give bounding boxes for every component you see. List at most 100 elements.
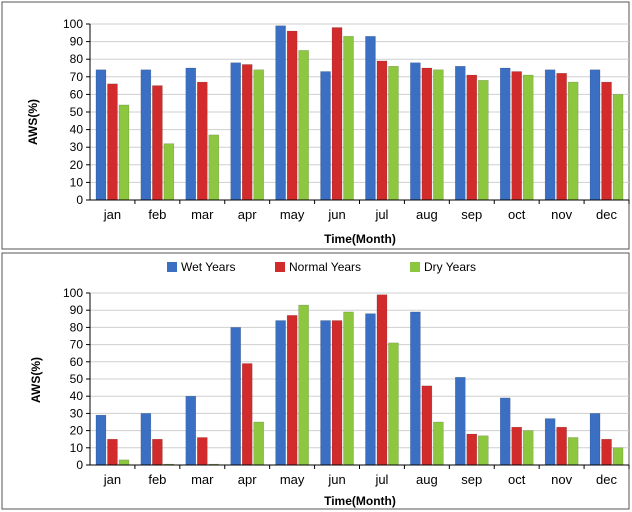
bar-normal-sep (466, 433, 478, 466)
bar-wet-sep (455, 377, 466, 466)
bar-dry-mar (208, 134, 220, 201)
bar-dry-oct (522, 74, 534, 201)
bar-normal-mar (197, 81, 208, 201)
bar-dry-may (298, 304, 309, 466)
y-tick-label: 30 (70, 406, 84, 420)
y-tick-label: 60 (70, 87, 84, 101)
bar-normal-sep (466, 74, 478, 201)
y-tick-label: 50 (70, 372, 84, 386)
x-tick-label-nov: nov (551, 472, 572, 487)
legend-swatch-wet (167, 262, 177, 272)
bar-dry-aug (433, 69, 444, 201)
bar-wet-jun (320, 71, 331, 201)
top-chart: 0 10 20 30 40 50 60 70 80 90 100 jan feb mar apr may ju… (26, 17, 630, 246)
bar-wet-aug (410, 311, 421, 466)
bottom-chart-bars (95, 294, 624, 466)
y-tick-label: 30 (70, 140, 84, 154)
x-tick-label-may: may (280, 472, 305, 487)
bar-wet-dec (589, 413, 601, 466)
bar-normal-jul (376, 60, 388, 201)
bar-wet-oct (499, 67, 511, 201)
x-tick-label-jul: jul (374, 472, 388, 487)
top-chart-y-tick-labels: 0 10 20 30 40 50 60 70 80 90 100 (63, 17, 83, 207)
y-tick-label: 70 (70, 338, 84, 352)
bar-normal-feb (152, 438, 163, 466)
y-tick-label: 40 (70, 389, 84, 403)
legend-label-dry: Dry Years (424, 260, 476, 274)
bar-wet-mar (185, 395, 197, 466)
bar-wet-feb (140, 413, 152, 466)
bar-dry-jan (118, 459, 130, 466)
bar-wet-apr (230, 327, 241, 466)
bottom-chart-x-tick-labels: jan feb mar apr may jun jul aug sep oct nov dec (103, 472, 618, 487)
x-tick-label-apr: apr (238, 207, 257, 222)
bar-normal-nov (556, 426, 567, 466)
bar-dry-nov (567, 81, 579, 201)
bar-normal-oct (511, 71, 522, 201)
y-tick-label: 0 (76, 458, 83, 472)
bar-normal-dec (601, 438, 612, 466)
bar-wet-may (275, 320, 286, 466)
x-tick-label-jan: jan (103, 207, 121, 222)
bar-normal-may (286, 30, 298, 201)
y-tick-label: 80 (70, 52, 84, 66)
bottom-chart-gridlines (90, 292, 629, 449)
x-tick-label-sep: sep (461, 207, 482, 222)
x-tick-label-may: may (280, 207, 305, 222)
x-tick-label-feb: feb (148, 207, 166, 222)
legend-label-normal: Normal Years (289, 260, 361, 274)
bar-normal-jun (331, 27, 343, 201)
bar-wet-jul (365, 313, 376, 466)
bar-wet-apr (230, 62, 241, 201)
legend-swatch-dry (410, 262, 420, 272)
x-tick-label-jan: jan (103, 472, 121, 487)
x-tick-label-jul: jul (374, 207, 388, 222)
bar-dry-dec (612, 447, 624, 466)
y-tick-label: 20 (70, 158, 84, 172)
x-tick-label-apr: apr (238, 472, 257, 487)
bar-wet-may (275, 25, 286, 201)
legend: Wet Years Normal Years Dry Years (167, 260, 476, 274)
bar-dry-aug (433, 421, 444, 466)
bar-normal-jan (107, 438, 118, 466)
x-tick-label-feb: feb (148, 472, 166, 487)
bar-wet-jan (95, 69, 107, 201)
y-tick-label: 40 (70, 123, 84, 137)
bar-dry-feb (163, 143, 175, 201)
top-chart-bars (95, 25, 624, 201)
x-tick-label-aug: aug (416, 472, 438, 487)
top-chart-gridlines (90, 23, 629, 183)
top-panel-frame (1, 1, 630, 250)
bar-dry-may (298, 50, 309, 201)
x-tick-label-nov: nov (551, 207, 572, 222)
x-tick-label-sep: sep (461, 472, 482, 487)
bar-dry-apr (253, 421, 264, 466)
bar-wet-mar (185, 67, 197, 201)
bar-wet-sep (455, 65, 466, 201)
x-tick-label-jun: jun (327, 472, 345, 487)
bar-dry-jul (388, 342, 399, 466)
y-tick-label: 80 (70, 320, 84, 334)
x-tick-label-mar: mar (191, 472, 214, 487)
bar-dry-dec (612, 94, 624, 201)
y-tick-label: 100 (63, 286, 83, 300)
bar-wet-nov (544, 418, 556, 466)
bar-dry-jun (343, 36, 354, 201)
x-tick-label-oct: oct (508, 472, 526, 487)
bar-dry-sep (478, 435, 489, 466)
bar-dry-nov (567, 437, 579, 466)
bottom-chart-y-axis-label: AWS(%) (29, 357, 43, 403)
y-tick-label: 100 (63, 17, 83, 31)
x-tick-label-mar: mar (191, 207, 214, 222)
bar-dry-jun (343, 311, 354, 466)
top-chart-y-axis-label: AWS(%) (26, 99, 40, 145)
bottom-chart-x-axis-label: Time(Month) (324, 494, 396, 508)
bar-normal-nov (556, 73, 567, 201)
y-tick-label: 70 (70, 70, 84, 84)
y-tick-label: 50 (70, 105, 84, 119)
y-tick-label: 90 (70, 303, 84, 317)
y-tick-label: 60 (70, 355, 84, 369)
x-tick-label-dec: dec (596, 207, 617, 222)
bar-wet-nov (544, 69, 556, 201)
